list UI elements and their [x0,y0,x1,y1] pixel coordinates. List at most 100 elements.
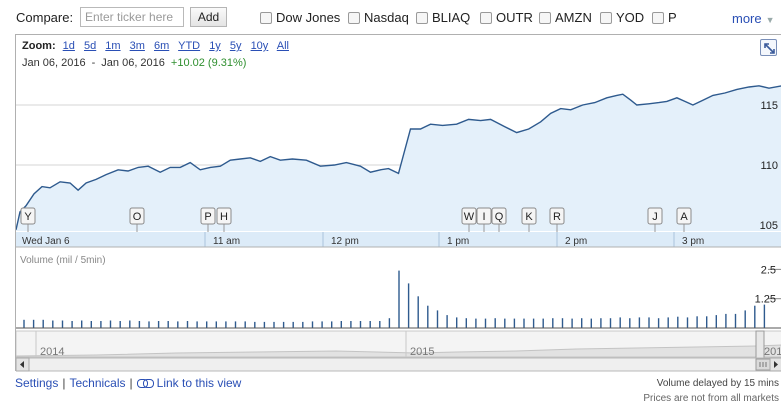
x-tick-label: 12 pm [331,236,359,247]
flag-letter: R [553,211,561,223]
zoom-1y[interactable]: 1y [209,40,221,52]
checkbox-icon[interactable] [260,12,272,24]
news-flag-w[interactable]: W [461,207,477,235]
zoom-3m[interactable]: 3m [129,40,145,52]
range-change: +10.02 (9.31%) [170,57,247,69]
news-flag-j[interactable]: J [647,207,663,235]
compare-dow-jones[interactable]: Dow Jones [260,10,340,25]
zoom-5d[interactable]: 5d [83,40,97,52]
compare-label: Compare: [16,10,74,25]
flag-box[interactable] [521,207,537,225]
technicals-link[interactable]: Technicals [69,376,126,390]
y-tick-label: 115 [760,100,778,112]
chevron-left-icon [20,361,24,368]
x-axis-band [16,232,781,247]
compare-outr[interactable]: OUTR [480,10,533,25]
flag-box[interactable] [129,207,145,225]
compare-yod[interactable]: YOD [600,10,644,25]
news-flag-y[interactable]: Y [20,207,36,235]
link-icon [136,379,154,388]
footer-separator: | [62,376,66,390]
y-tick-label: 110 [760,160,778,172]
zoom-5y[interactable]: 5y [229,40,242,52]
footer-separator: | [129,376,133,390]
news-flag-o[interactable]: O [129,207,145,235]
flag-box[interactable] [20,207,36,225]
volume-tick-label: 1.25 [755,294,776,306]
expand-icon[interactable] [760,39,777,56]
flag-letter: H [220,211,228,223]
x-tick-label: 1 pm [447,236,469,247]
compare-amzn[interactable]: AMZN [539,10,592,25]
checkbox-icon[interactable] [416,12,428,24]
settings-link[interactable]: Settings [15,376,59,390]
compare-bar: Compare: Add Dow Jones Nasdaq BLIAQ OUTR… [0,0,781,34]
flag-box[interactable] [549,207,565,225]
flag-letter: Y [24,211,32,223]
more-link[interactable]: more ▼ [732,11,775,26]
zoom-bar: Zoom: 1d 5d 1m 3m 6m YTD 1y 5y 10y All [22,40,295,52]
navigator-history [16,344,781,358]
x-tick-label: Wed Jan 6 [22,236,70,247]
zoom-10y[interactable]: 10y [250,40,269,52]
chart-frame: Zoom: 1d 5d 1m 3m 6m YTD 1y 5y 10y All J… [15,34,781,372]
flag-box[interactable] [647,207,663,225]
x-tick-label: 11 am [213,236,240,247]
x-tick-label: 2 pm [565,236,587,247]
checkbox-icon[interactable] [480,12,492,24]
flag-letter: O [133,211,142,223]
zoom-1m[interactable]: 1m [105,40,121,52]
checkbox-icon[interactable] [539,12,551,24]
flag-letter: W [464,211,475,223]
range-from: Jan 06, 2016 [22,57,86,69]
price-area [16,85,781,231]
flag-letter: K [525,211,533,223]
news-flag-a[interactable]: A [676,207,692,235]
volume-tick-label: 2.5 [761,264,776,276]
range-separator: - [91,57,96,69]
compare-p[interactable]: P [652,10,677,25]
news-flag-q[interactable]: Q [491,207,507,235]
scrollbar-track[interactable] [16,357,781,372]
grip-icon [759,362,767,367]
zoom-6m[interactable]: 6m [153,40,170,52]
zoom-label: Zoom: [22,40,56,52]
link-to-view[interactable]: Link to this view [156,376,242,390]
flag-box[interactable] [476,207,492,225]
markets-note: Prices are not from all markets [643,393,779,401]
x-tick-label: 3 pm [682,236,704,247]
flag-letter: A [680,211,688,223]
compare-bliaq[interactable]: BLIAQ [416,10,470,25]
flag-box[interactable] [461,207,477,225]
flag-box[interactable] [200,207,216,225]
news-flag-p[interactable]: P [200,207,216,235]
flag-letter: I [482,211,485,223]
flag-letter: J [652,211,658,223]
footer-links: Settings | Technicals | Link to this view [15,376,241,390]
volume-label: Volume (mil / 5min) [20,255,106,266]
navigator-year-label: 201 [764,346,781,358]
flag-box[interactable] [676,207,692,225]
zoom-all[interactable]: All [276,40,289,52]
checkbox-icon[interactable] [600,12,612,24]
zoom-1d[interactable]: 1d [62,40,75,52]
price-line [16,85,781,230]
date-range: Jan 06, 2016- Jan 06, 2016 +10.02 (9.31%) [22,57,246,69]
add-ticker-button[interactable]: Add [190,7,227,27]
news-flag-i[interactable]: I [476,207,492,235]
chevron-right-icon [774,361,778,368]
navigator-handle[interactable] [755,330,765,359]
range-to: Jan 06, 2016 [101,57,165,69]
flag-box[interactable] [491,207,507,225]
navigator-year-label: 2014 [40,346,64,358]
flag-letter: P [204,211,211,223]
flag-box[interactable] [216,207,232,225]
zoom-ytd[interactable]: YTD [178,40,201,52]
ticker-input[interactable] [80,7,184,27]
news-flag-r[interactable]: R [549,207,565,235]
checkbox-icon[interactable] [348,12,360,24]
checkbox-icon[interactable] [652,12,664,24]
flag-letter: Q [495,211,504,223]
compare-nasdaq[interactable]: Nasdaq [348,10,409,25]
